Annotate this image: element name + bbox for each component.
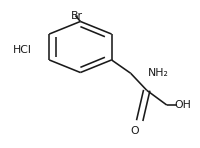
Text: O: O bbox=[130, 126, 138, 136]
Text: HCl: HCl bbox=[13, 45, 32, 55]
Text: Br: Br bbox=[71, 11, 83, 21]
Text: NH₂: NH₂ bbox=[147, 67, 168, 78]
Text: OH: OH bbox=[174, 100, 191, 110]
